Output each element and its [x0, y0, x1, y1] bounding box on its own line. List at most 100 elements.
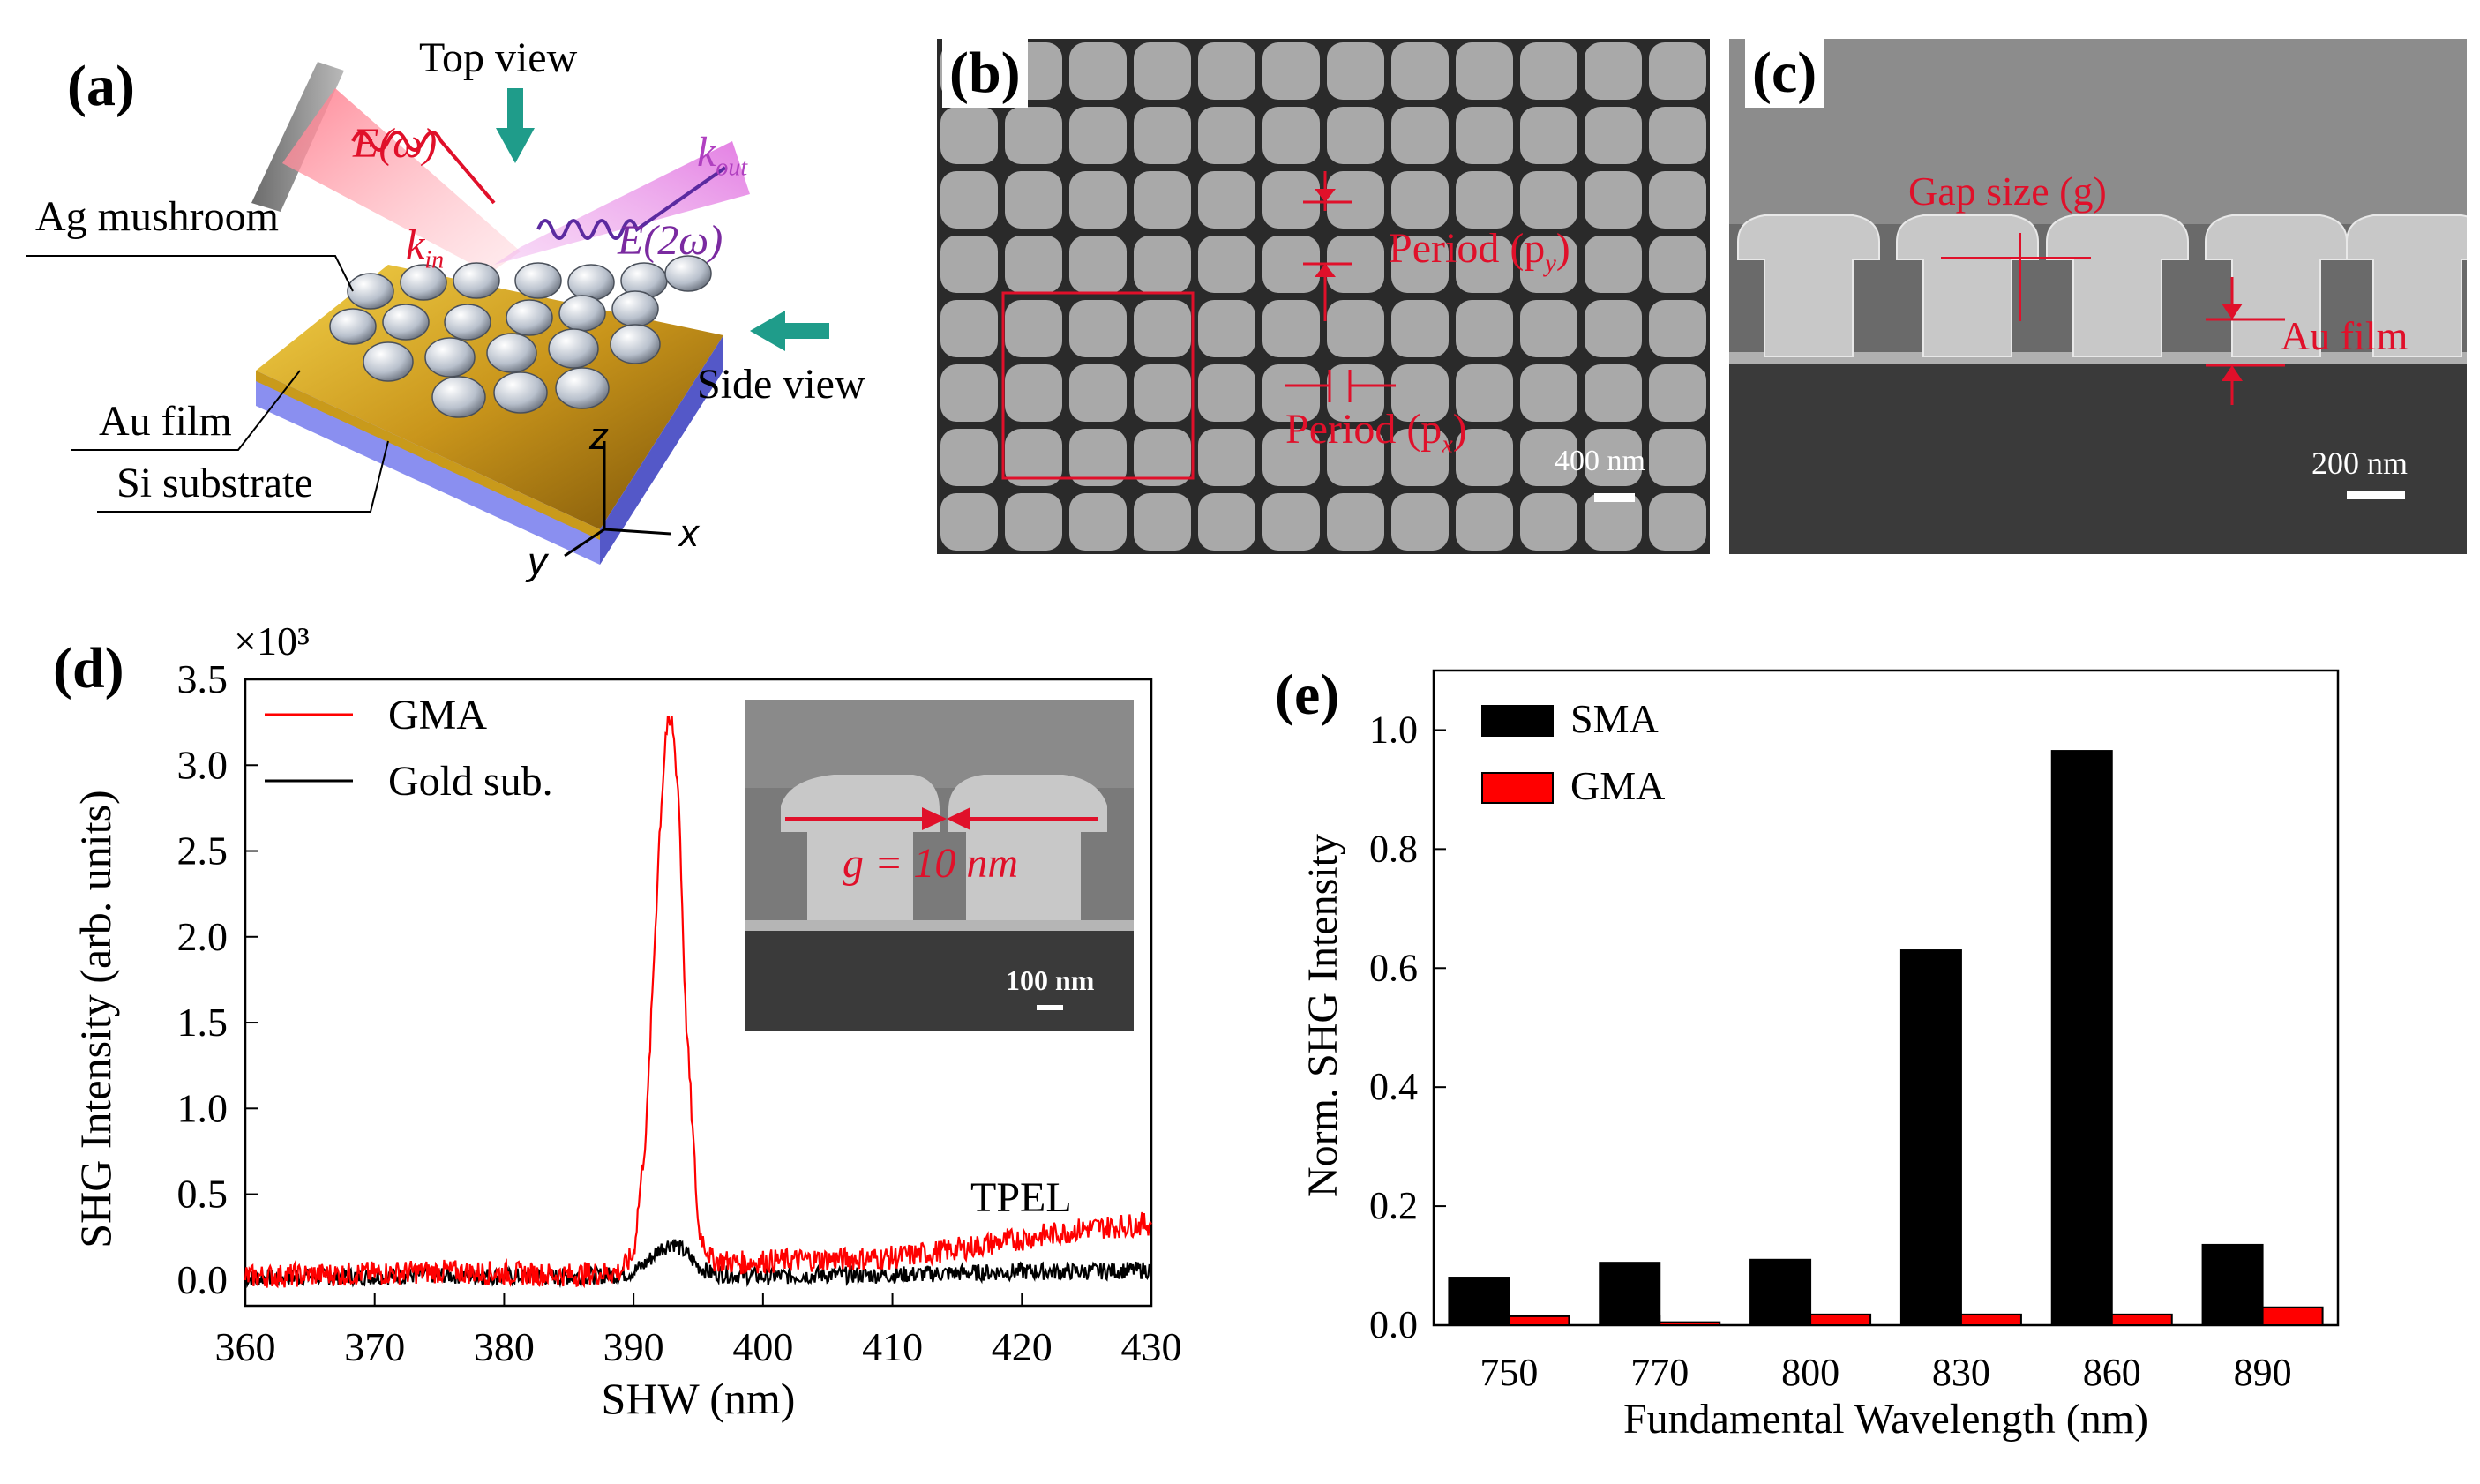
x-tick-label-e: 750: [1480, 1351, 1538, 1394]
plot-d-frame: [244, 678, 1153, 1308]
side-view-arrow-shaft: [785, 323, 829, 339]
axis-y-label: y: [528, 540, 547, 583]
x-tick-label-d: 420: [992, 1324, 1053, 1369]
sem-b-particle: [1069, 429, 1127, 486]
sem-b-particle: [1520, 364, 1577, 422]
bar-gma: [1959, 1313, 2022, 1326]
si-substrate-label: Si substrate: [116, 460, 313, 506]
sem-b-particle: [1520, 300, 1577, 357]
sem-b-particle: [1327, 429, 1384, 486]
sem-b-particle: [1134, 107, 1191, 164]
sem-b-particle: [1198, 107, 1255, 164]
inset-scale-label: 100 nm: [1006, 964, 1095, 996]
panel-d-multiplier: ×10³: [234, 618, 310, 663]
panel-e-chart: 0.0 0.2 0.4 0.6 0.8 1.0 750 770 800 830 860 890 Fund…: [1300, 669, 2340, 1443]
bar-sma: [1448, 1277, 1510, 1327]
bar-gma: [1508, 1315, 1570, 1327]
au-film-edge: [256, 371, 600, 540]
side-view-arrow-head: [750, 311, 785, 351]
sem-b-particle: [940, 429, 998, 486]
sem-b-particle: [1520, 236, 1577, 293]
panel-b-grid: [937, 39, 1710, 554]
sem-b-particle: [1391, 493, 1449, 551]
sem-b-particle: [1069, 42, 1127, 100]
x-axis: [603, 528, 671, 536]
x-axis-label-d: SHW (nm): [602, 1374, 796, 1423]
y-axis: [564, 528, 605, 558]
sem-b-particle: [1391, 300, 1449, 357]
au-film-label: Au film: [99, 398, 232, 445]
x-tick-label-d: 360: [215, 1324, 276, 1369]
e-2omega-label: E(2ω): [618, 217, 723, 264]
sem-b-particle: [1005, 429, 1062, 486]
sem-b-particle: [1391, 171, 1449, 229]
sem-b-particle: [1134, 42, 1191, 100]
sem-b-particle: [1198, 42, 1255, 100]
sem-b-particle: [1262, 300, 1320, 357]
sem-b-particle: [1198, 493, 1255, 551]
inset-gap-label: g = 10 nm: [843, 840, 1019, 887]
sem-b-particle: [1456, 236, 1513, 293]
ag-mushroom-array: [329, 255, 712, 418]
sem-b-particle: [1198, 429, 1255, 486]
sem-b-particle: [1456, 364, 1513, 422]
sem-b-particle: [1391, 42, 1449, 100]
sem-b-particle: [1585, 42, 1642, 100]
sem-b-particle: [1198, 236, 1255, 293]
legend-label-d: Gold sub.: [388, 758, 553, 805]
bar-sma: [1749, 1258, 1812, 1326]
sem-b-particle: [1585, 171, 1642, 229]
gap-size-label: Gap size (g): [1908, 169, 2107, 214]
legend-label-e: GMA: [1570, 763, 1665, 808]
sem-b-particle: [940, 300, 998, 357]
k-in-label: kin: [406, 221, 445, 274]
plot-e-frame: [1432, 669, 2340, 1327]
sem-b-particle: [1134, 171, 1191, 229]
sem-b-particle: [1585, 300, 1642, 357]
e-2omega-wave: [536, 166, 727, 240]
sem-b-particle: [1585, 493, 1642, 551]
sem-b-particle: [1005, 236, 1062, 293]
bar-sma: [1599, 1262, 1661, 1326]
si-substrate-leader: [97, 440, 389, 513]
y-tick-label-e: 0.8: [1369, 827, 1418, 870]
top-view-arrow-shaft: [507, 88, 523, 128]
sem-b-particle: [1069, 107, 1127, 164]
sem-b-particle: [1327, 493, 1384, 551]
axis-x-label: x: [679, 512, 699, 555]
sem-b-particle: [1520, 107, 1577, 164]
x-tick-label-d: 400: [732, 1324, 793, 1369]
top-view-label: Top view: [419, 34, 578, 81]
sem-b-particle: [1649, 107, 1706, 164]
y-tick-label-e: 1.0: [1369, 708, 1418, 751]
x-tick-label-e: 800: [1781, 1351, 1839, 1394]
sem-b-particle: [1391, 429, 1449, 486]
y-axis-label-d: SHG Intensity (arb. units): [71, 790, 120, 1248]
sem-b-particle: [1649, 429, 1706, 486]
sem-b-particle: [1456, 493, 1513, 551]
panel-c-au-film-label: Au film: [2281, 313, 2409, 358]
sem-b-particle: [940, 493, 998, 551]
sem-b-particle: [1649, 493, 1706, 551]
ag-mushroom-label: Ag mushroom: [35, 193, 279, 240]
sem-b-particle: [1134, 236, 1191, 293]
sem-b-particle: [1262, 493, 1320, 551]
sem-b-particle: [1456, 107, 1513, 164]
period-y-label: Period (py): [1389, 225, 1570, 278]
sem-b-particle: [1585, 107, 1642, 164]
si-substrate-side: [600, 335, 723, 565]
sem-b-particle: [1456, 429, 1513, 486]
panel-c-image: [1729, 39, 2467, 554]
legend-label-d: GMA: [388, 692, 487, 738]
sem-b-particle: [1649, 300, 1706, 357]
sem-b-particle: [1005, 493, 1062, 551]
y-tick-label-d: 0.0: [177, 1257, 229, 1302]
sem-b-particle: [1391, 107, 1449, 164]
series-line-gma: [244, 716, 1152, 1289]
x-tick-label-d: 370: [344, 1324, 405, 1369]
y-tick-label-d: 3.0: [177, 742, 229, 787]
x-tick-label-d: 430: [1121, 1324, 1182, 1369]
sem-b-particle: [940, 236, 998, 293]
sem-b-particle: [1585, 364, 1642, 422]
y-tick-label-e: 0.4: [1369, 1065, 1418, 1108]
